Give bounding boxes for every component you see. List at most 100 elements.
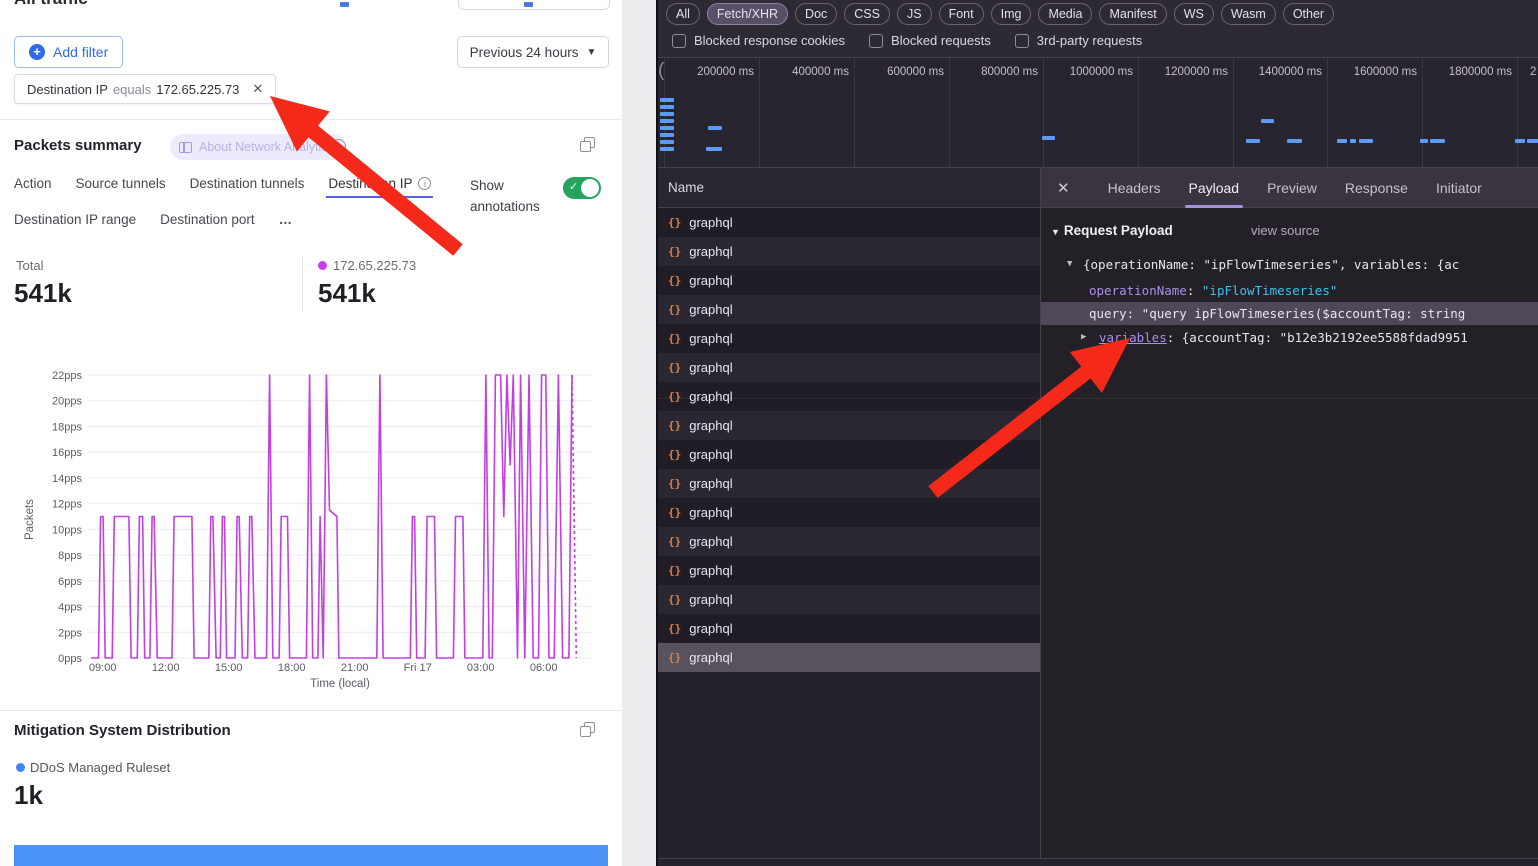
detail-tab-response[interactable]: Response: [1344, 179, 1408, 196]
tab-destination-port[interactable]: Destination port: [160, 212, 255, 227]
request-timing-mark: [660, 98, 674, 102]
view-source-link[interactable]: view source: [1251, 223, 1320, 238]
request-row[interactable]: {} graphql: [658, 353, 1040, 382]
about-network-analytics-badge[interactable]: About Network Analytics: [170, 134, 346, 160]
time-range-label: Previous 24 hours: [469, 44, 579, 60]
detail-tabs: ✕ Headers Payload Preview Response Initiator: [1041, 168, 1538, 208]
checkbox-box-icon: [1014, 33, 1029, 48]
request-row[interactable]: {} graphql: [658, 411, 1040, 440]
checkbox-blocked-requests[interactable]: Blocked requests: [869, 33, 991, 48]
triangle-down-icon[interactable]: ▼: [1067, 259, 1073, 269]
filter-pill-media[interactable]: Media: [1038, 3, 1093, 25]
request-row[interactable]: {} graphql: [658, 237, 1040, 266]
svg-text:Fri 17: Fri 17: [404, 662, 432, 674]
payload-line-text: operationName: "ipFlowTimeseries": [1089, 279, 1337, 302]
request-row[interactable]: {} graphql: [658, 324, 1040, 353]
clipped-control-fragment: [340, 2, 349, 7]
tab-source-tunnels[interactable]: Source tunnels: [76, 176, 166, 191]
json-braces-icon: {}: [668, 506, 682, 519]
more-tabs-button[interactable]: …: [278, 212, 294, 227]
svg-text:4pps: 4pps: [58, 602, 82, 614]
filter-pill-js[interactable]: JS: [896, 3, 932, 25]
detail-tab-preview[interactable]: Preview: [1267, 179, 1317, 196]
triangle-right-icon[interactable]: ▶: [1081, 332, 1087, 342]
filter-pill-fetch-xhr[interactable]: Fetch/XHR: [706, 3, 789, 25]
request-name: graphql: [689, 244, 733, 259]
payload-segment: operationName: [1089, 283, 1187, 298]
request-timing-mark: [660, 140, 674, 144]
request-payload-header[interactable]: ▼ Request Payload view source: [1051, 223, 1538, 243]
timeline-gridline: [1517, 58, 1518, 167]
svg-text:2pps: 2pps: [58, 627, 82, 639]
tab-destination-ip-range[interactable]: Destination IP range: [14, 212, 137, 227]
filter-pill-manifest[interactable]: Manifest: [1099, 3, 1167, 25]
timeline-tick-label: 1000000 ms: [1069, 66, 1133, 78]
checkbox-3rd-party-requests[interactable]: 3rd-party requests: [1014, 33, 1142, 48]
request-name: graphql: [689, 302, 733, 317]
payload-content: ▼ Request Payload view source ▼ {operation…: [1041, 208, 1538, 858]
expand-panel-icon[interactable]: [580, 137, 596, 153]
checkbox-blocked-response-cookies[interactable]: Blocked response cookies: [672, 33, 845, 48]
filter-chip-operator: equals: [112, 81, 152, 97]
filter-pill-ws[interactable]: WS: [1173, 3, 1214, 25]
request-timing-mark: [1527, 139, 1538, 143]
request-row[interactable]: {} graphql: [658, 382, 1040, 411]
stat-ip-label: 172.65.225.73: [333, 258, 417, 273]
svg-text:18:00: 18:00: [278, 662, 306, 674]
request-row[interactable]: {} graphql: [658, 527, 1040, 556]
close-icon[interactable]: ✕: [1057, 179, 1070, 197]
stat-ip-value: 541k: [318, 278, 376, 308]
svg-text:0pps: 0pps: [58, 653, 82, 665]
request-row[interactable]: {} graphql: [658, 643, 1040, 672]
name-column-header[interactable]: Name: [658, 168, 1040, 208]
filter-chip[interactable]: Destination IP equals 172.65.225.73 ✕: [14, 74, 277, 104]
payload-line[interactable]: query: "query ipFlowTimeseries($accountT…: [1041, 302, 1538, 325]
payload-line[interactable]: operationName: "ipFlowTimeseries": [1041, 279, 1538, 302]
payload-line[interactable]: ▼ {operationName: "ipFlowTimeseries", var…: [1041, 253, 1538, 276]
request-row[interactable]: {} graphql: [658, 585, 1040, 614]
svg-text:6pps: 6pps: [58, 576, 82, 588]
tab-destination-tunnels[interactable]: Destination tunnels: [190, 176, 305, 191]
filter-pill-doc[interactable]: Doc: [795, 3, 838, 25]
timeline-gridline: [1422, 58, 1423, 167]
filter-pill-all[interactable]: All: [666, 3, 700, 25]
tab-destination-ip[interactable]: Destination IP i: [326, 176, 434, 198]
tab-action[interactable]: Action: [14, 176, 52, 191]
divider: [0, 710, 622, 711]
svg-text:09:00: 09:00: [89, 662, 117, 674]
detail-tab-headers[interactable]: Headers: [1107, 179, 1161, 196]
request-row[interactable]: {} graphql: [658, 208, 1040, 237]
request-row[interactable]: {} graphql: [658, 614, 1040, 643]
chevron-down-icon: ▼: [586, 46, 597, 58]
request-timing-mark: [708, 126, 722, 130]
filter-pill-wasm[interactable]: Wasm: [1220, 3, 1276, 25]
json-braces-icon: {}: [668, 622, 682, 635]
expand-panel-icon[interactable]: [580, 722, 596, 738]
request-row[interactable]: {} graphql: [658, 469, 1040, 498]
json-braces-icon: {}: [668, 535, 682, 548]
json-braces-icon: {}: [668, 303, 682, 316]
stat-total-label: Total: [16, 258, 44, 273]
json-braces-icon: {}: [668, 651, 682, 664]
filter-pill-other[interactable]: Other: [1282, 3, 1335, 25]
payload-line[interactable]: ▶ variables: {accountTag: "b12e3b2192ee55…: [1041, 326, 1538, 349]
filter-pill-img[interactable]: Img: [990, 3, 1032, 25]
request-row[interactable]: {} graphql: [658, 295, 1040, 324]
filter-pill-font[interactable]: Font: [938, 3, 984, 25]
tab-label: Destination IP: [328, 176, 413, 191]
request-row[interactable]: {} graphql: [658, 498, 1040, 527]
series-dot-icon: [318, 261, 327, 270]
show-annotations-toggle[interactable]: ✓: [563, 177, 601, 199]
add-filter-button[interactable]: + Add filter: [14, 36, 124, 68]
network-timeline-overview[interactable]: ( 200000 ms 400000 ms 600000 ms 800000 ms 10…: [658, 58, 1538, 168]
detail-tab-initiator[interactable]: Initiator: [1435, 179, 1482, 196]
request-row[interactable]: {} graphql: [658, 556, 1040, 585]
filter-pill-css[interactable]: CSS: [844, 3, 890, 25]
remove-filter-icon[interactable]: ✕: [252, 81, 264, 96]
time-range-dropdown[interactable]: Previous 24 hours ▼: [457, 36, 609, 68]
request-timing-mark: [1420, 139, 1428, 143]
request-name: graphql: [689, 592, 733, 607]
request-row[interactable]: {} graphql: [658, 440, 1040, 469]
detail-tab-payload[interactable]: Payload: [1184, 168, 1243, 208]
request-row[interactable]: {} graphql: [658, 266, 1040, 295]
